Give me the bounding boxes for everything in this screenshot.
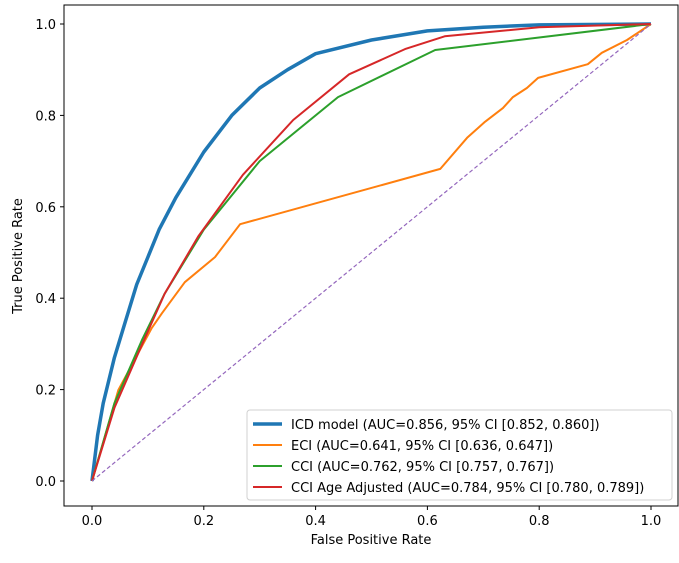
series-line-1: [91, 23, 652, 482]
x-tick-label: 0.2: [193, 514, 214, 529]
y-tick-label: 0.8: [35, 109, 56, 124]
reference-diagonal-line: [91, 23, 652, 482]
x-tick-label: 0.4: [305, 514, 326, 529]
y-tick-label: 0.4: [35, 292, 56, 307]
y-tick-label: 0.0: [35, 475, 56, 490]
y-tick-label: 0.6: [35, 201, 56, 216]
legend-label-0: ICD model (AUC=0.856, 95% CI [0.852, 0.8…: [291, 418, 600, 433]
plot-marks: [90, 22, 652, 482]
series-line-0: [90, 22, 652, 482]
legend-label-1: ECI (AUC=0.641, 95% CI [0.636, 0.647]): [291, 439, 553, 454]
y-tick-label: 1.0: [35, 18, 56, 33]
y-tick-label: 0.2: [35, 384, 56, 399]
axes-frame: [63, 4, 679, 507]
y-axis-ticks: 0.0 0.2 0.4 0.6 0.8 1.0: [35, 18, 64, 490]
x-tick-label: 0.8: [529, 514, 550, 529]
x-axis-ticks: 0.0 0.2 0.4 0.6 0.8 1.0: [82, 506, 662, 529]
series-line-3: [91, 23, 652, 482]
legend: ICD model (AUC=0.856, 95% CI [0.852, 0.8…: [246, 409, 673, 501]
y-axis-label: True Positive Rate: [11, 198, 26, 315]
x-tick-label: 1.0: [641, 514, 662, 529]
x-tick-label: 0.6: [417, 514, 438, 529]
x-tick-label: 0.0: [82, 514, 103, 529]
legend-box: [246, 409, 673, 501]
x-axis-label: False Positive Rate: [311, 533, 432, 548]
legend-label-3: CCI Age Adjusted (AUC=0.784, 95% CI [0.7…: [291, 481, 644, 496]
legend-label-2: CCI (AUC=0.762, 95% CI [0.757, 0.767]): [291, 460, 554, 475]
